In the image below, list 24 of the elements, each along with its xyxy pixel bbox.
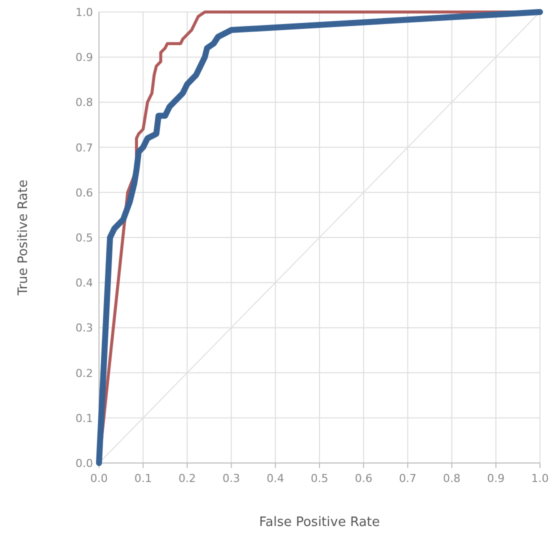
- x-tick-label: 0.9: [487, 472, 505, 485]
- x-tick-label: 0.4: [266, 472, 284, 485]
- y-tick-label: 0.2: [76, 366, 93, 380]
- y-tick-label: 1.0: [76, 6, 93, 19]
- y-tick-label: 0.4: [76, 276, 93, 290]
- x-axis-title: False Positive Rate: [259, 515, 380, 530]
- y-tick-label: 0.8: [76, 96, 93, 110]
- y-tick-label: 0.9: [76, 51, 93, 64]
- y-tick-label: 0.6: [76, 186, 93, 200]
- x-tick-label: 0.1: [134, 472, 152, 485]
- y-tick-label: 0.1: [76, 412, 93, 425]
- y-axis-title: True Positive Rate: [16, 180, 31, 296]
- y-tick-label: 0.0: [76, 457, 93, 470]
- x-tick-label: 0.6: [354, 472, 372, 485]
- x-tick-label: 1.0: [531, 472, 549, 485]
- y-tick-label: 0.3: [76, 322, 93, 335]
- x-tick-label: 0.0: [90, 472, 108, 485]
- y-tick-label: 0.5: [76, 232, 93, 244]
- x-tick-label: 0.2: [178, 472, 196, 485]
- x-tick-label: 0.3: [222, 472, 240, 485]
- x-tick-label: 0.7: [398, 472, 416, 485]
- x-tick-label: 0.8: [443, 472, 461, 485]
- y-tick-label: 0.7: [76, 141, 93, 154]
- x-tick-label: 0.5: [310, 472, 328, 485]
